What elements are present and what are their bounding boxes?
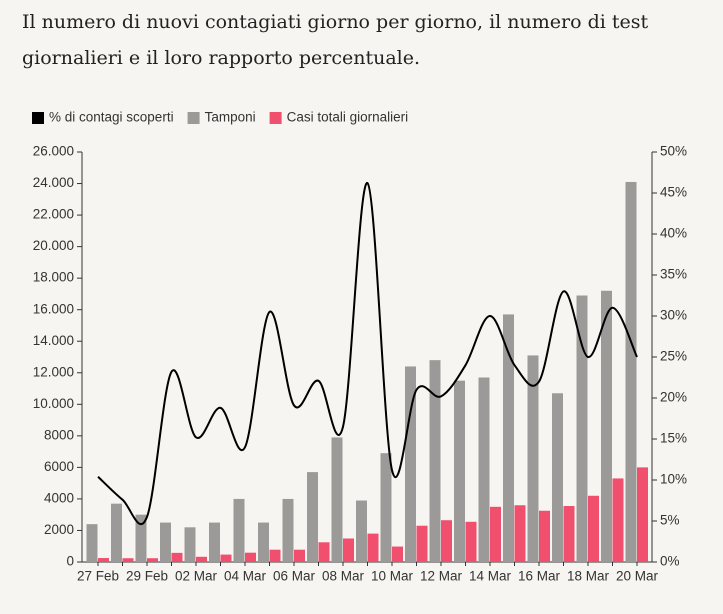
bar <box>122 558 134 562</box>
y-tick-label: 24.000 <box>33 175 74 190</box>
x-tick-label: 14 Mar <box>469 569 512 584</box>
y2-tick-label: 10% <box>660 472 687 487</box>
y2-tick-label: 5% <box>660 513 680 528</box>
bar <box>380 453 392 562</box>
y2-tick-label: 45% <box>660 185 687 200</box>
y2-tick-label: 30% <box>660 308 687 323</box>
bar <box>196 556 207 562</box>
y2-tick-label: 0% <box>660 554 680 569</box>
bar <box>160 522 171 562</box>
bar <box>86 524 98 562</box>
y-tick-label: 2000 <box>44 522 74 537</box>
legend-label: Casi totali giornalieri <box>287 110 409 125</box>
x-tick-label: 10 Mar <box>371 569 414 584</box>
bar <box>184 527 196 562</box>
x-tick-label: 12 Mar <box>420 569 463 584</box>
x-tick-label: 08 Mar <box>322 569 365 584</box>
bar <box>503 314 514 562</box>
bar <box>147 558 158 562</box>
bar <box>478 377 490 562</box>
y-tick-label: 20.000 <box>33 238 74 253</box>
bar <box>331 437 343 562</box>
legend-swatch <box>269 112 282 124</box>
bar <box>367 533 379 562</box>
bar <box>220 554 232 562</box>
x-tick-label: 02 Mar <box>175 569 218 584</box>
bar <box>111 503 122 562</box>
legend-label: % di contagi scoperti <box>49 110 174 125</box>
bar <box>209 522 220 562</box>
y-tick-label: 22.000 <box>33 207 74 222</box>
y-tick-label: 12.000 <box>33 364 74 379</box>
legend-label: Tamponi <box>205 110 256 125</box>
bar <box>465 521 477 562</box>
bar <box>343 538 354 562</box>
bar <box>171 552 183 562</box>
bar <box>563 506 575 562</box>
y2-tick-label: 20% <box>660 390 687 405</box>
bar <box>258 522 269 562</box>
y-tick-label: 14.000 <box>33 333 74 348</box>
y2-tick-label: 15% <box>660 431 687 446</box>
bar <box>601 290 612 562</box>
x-tick-label: 06 Mar <box>273 569 316 584</box>
x-tick-label: 04 Mar <box>224 569 267 584</box>
y2-tick-label: 25% <box>660 349 687 364</box>
y2-tick-label: 40% <box>660 226 687 241</box>
x-tick-label: 16 Mar <box>518 569 561 584</box>
bar <box>454 380 465 562</box>
bar <box>135 514 147 562</box>
y-tick-label: 16.000 <box>33 301 74 316</box>
y-tick-label: 18.000 <box>33 270 74 285</box>
chart-title: Il numero di nuovi contagiati giorno per… <box>22 11 649 69</box>
y-tick-label: 10.000 <box>33 396 74 411</box>
y-tick-label: 0 <box>66 554 74 569</box>
y-tick-label: 8000 <box>44 427 74 442</box>
x-tick-label: 29 Feb <box>126 569 168 584</box>
bar <box>318 542 330 562</box>
bar <box>441 520 452 562</box>
bar <box>405 366 416 562</box>
bar <box>269 549 281 562</box>
bar <box>429 360 441 562</box>
bar <box>490 506 501 562</box>
x-tick-label: 27 Feb <box>77 569 119 584</box>
line <box>97 182 638 526</box>
bar <box>514 505 526 562</box>
bar <box>637 467 648 562</box>
x-tick-label: 18 Mar <box>567 569 610 584</box>
bar <box>245 552 256 562</box>
bar <box>576 295 588 562</box>
bar <box>416 525 428 562</box>
y2-tick-label: 50% <box>660 144 687 159</box>
legend-swatch <box>32 112 44 124</box>
y2-tick-label: 35% <box>660 267 687 282</box>
bar <box>392 546 403 562</box>
bar <box>625 181 637 562</box>
y-tick-label: 26.000 <box>33 144 74 159</box>
bar <box>527 355 539 562</box>
bar <box>552 393 563 562</box>
legend-swatch <box>187 112 200 124</box>
y-tick-label: 6000 <box>44 459 74 474</box>
y-tick-label: 4000 <box>44 490 74 505</box>
bar <box>539 510 550 562</box>
bar <box>233 498 245 562</box>
bar <box>356 500 367 562</box>
bar <box>98 558 109 562</box>
bar <box>588 495 599 562</box>
bar <box>307 472 318 562</box>
bar <box>612 478 624 562</box>
x-tick-label: 20 Mar <box>616 569 659 584</box>
bar <box>294 549 305 562</box>
bar <box>282 498 294 562</box>
